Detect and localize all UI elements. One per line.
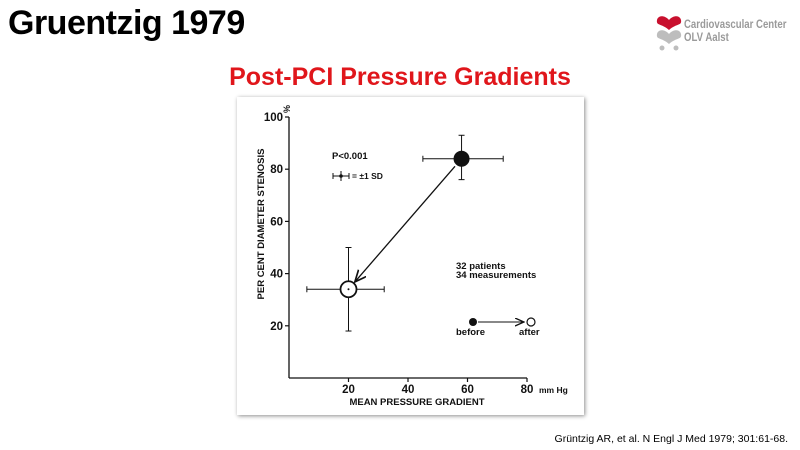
data-marks <box>306 134 536 332</box>
cardiovascular-center-logo: Cardiovascular Center OLV Aalst <box>655 14 790 54</box>
mean-marker-filled <box>453 150 470 167</box>
legend-before-label: before <box>456 327 485 338</box>
slide-title: Gruentzig 1979 <box>8 4 245 42</box>
logo-line-2: OLV Aalst <box>684 30 729 44</box>
sd-key-label: = ±1 SD <box>352 171 383 181</box>
y-tick-label: 20 <box>270 321 283 333</box>
p-value-annotation: P<0.001 <box>332 151 368 162</box>
y-axis-label: PER CENT DIAMETER STENOSIS <box>256 149 267 300</box>
legend-after-marker <box>526 317 536 327</box>
citation: Grüntzig AR, et al. N Engl J Med 1979; 3… <box>554 433 788 445</box>
logo-line-1: Cardiovascular Center <box>684 17 787 31</box>
x-tick-label: 20 <box>342 384 355 396</box>
x-axis-label: MEAN PRESSURE GRADIENT <box>349 397 484 408</box>
measurements-annotation: 34 measurements <box>456 270 536 281</box>
y-tick-label: 60 <box>270 216 283 228</box>
legend-before-marker <box>469 318 477 326</box>
x-tick-label: 80 <box>521 384 534 396</box>
y-tick-label: 40 <box>270 269 283 281</box>
x-tick-label: 40 <box>402 384 415 396</box>
sd-key-glyph <box>332 171 350 181</box>
change-arrow <box>356 165 456 281</box>
data-point-before <box>422 134 504 181</box>
figure-scan: 20 40 60 80 100 20 40 60 80 mm Hg PER CENT DIAMET… <box>237 97 584 415</box>
y-tick-label: 80 <box>270 164 283 176</box>
y-tick-label: 100 <box>264 112 283 124</box>
patients-annotation: 32 patients <box>456 261 506 272</box>
data-point-after <box>306 247 385 332</box>
axes: 20 40 60 80 100 20 40 60 80 mm Hg <box>264 112 568 396</box>
legend-after-label: after <box>519 327 540 338</box>
y-axis-unit: % <box>282 105 292 113</box>
x-tick-label: 60 <box>461 384 474 396</box>
scatter-chart: 20 40 60 80 100 20 40 60 80 mm Hg PER CENT DIAMET… <box>256 105 568 408</box>
chart-title: Post-PCI Pressure Gradients <box>229 63 571 91</box>
x-axis-unit: mm Hg <box>539 385 568 395</box>
mean-marker-center <box>347 288 350 291</box>
heart-logo-icon <box>656 16 682 51</box>
legend-before-after <box>469 317 536 327</box>
